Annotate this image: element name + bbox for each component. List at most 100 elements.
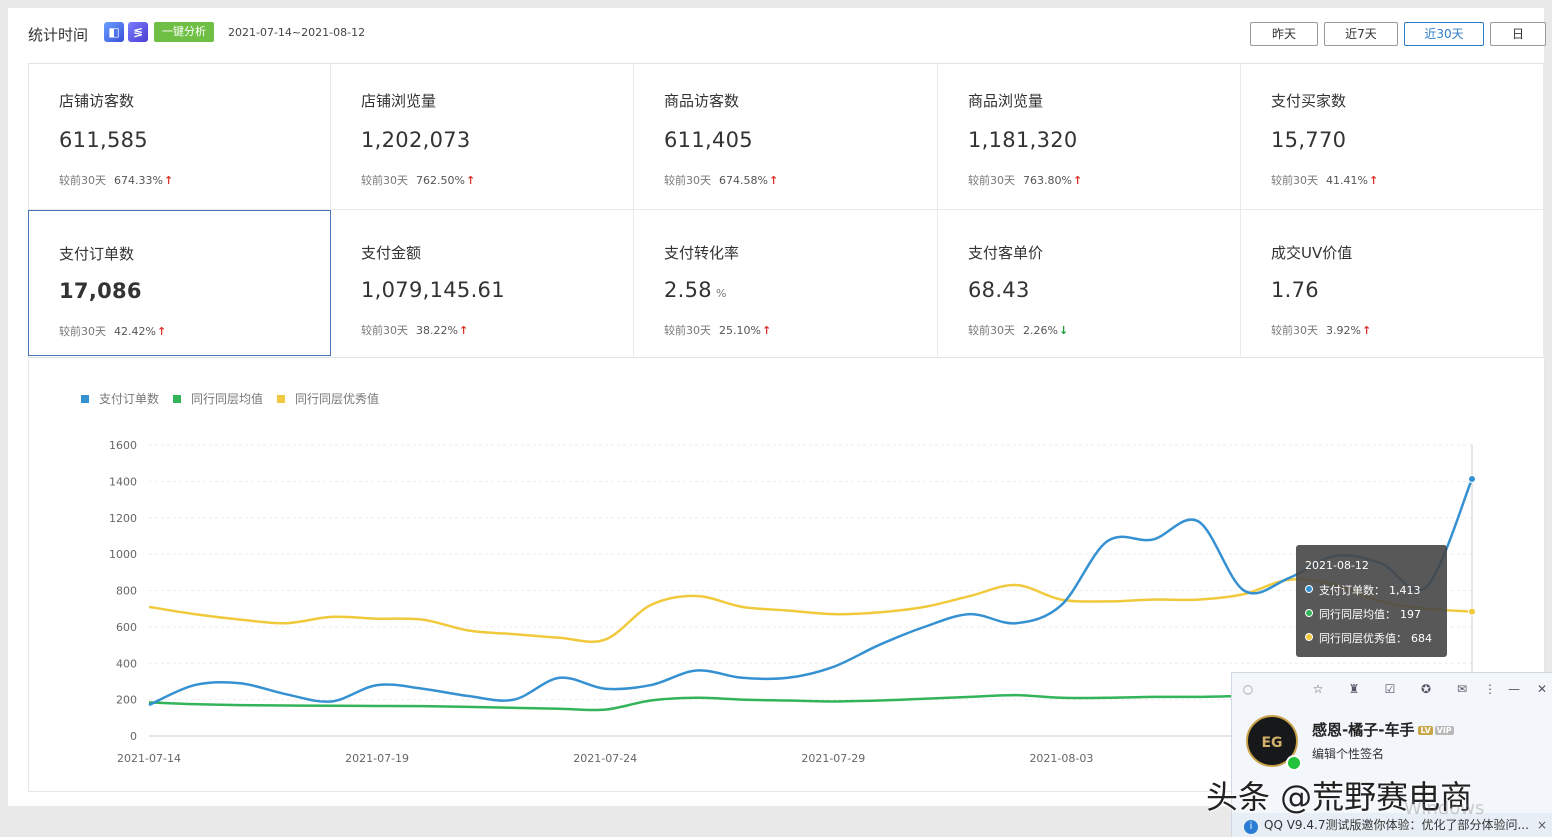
legend-item[interactable]: 同行同层优秀值: [277, 390, 379, 407]
metric-compare: 较前30天 41.41%↑: [1271, 174, 1379, 187]
online-status-icon: [1286, 755, 1302, 771]
arrow-up-icon: ↑: [1072, 174, 1083, 187]
metric-card[interactable]: 支付转化率 2.58% 较前30天 25.10%↑: [634, 210, 938, 356]
chart-tooltip: 2021-08-12 支付订单数： 1,413 同行同层均值： 197 同行同层优秀值：…: [1296, 545, 1447, 657]
notice-close-icon[interactable]: ×: [1536, 818, 1547, 832]
metric-value: 611,405: [664, 128, 753, 152]
metric-card[interactable]: 商品访客数 611,405 较前30天 674.58%↑: [634, 64, 938, 210]
one-click-analyze-button[interactable]: 一键分析: [154, 22, 214, 42]
tooltip-row: 同行同层优秀值： 684: [1305, 630, 1432, 646]
metric-card[interactable]: 支付金额 1,079,145.61 较前30天 38.22%↑: [331, 210, 634, 356]
arrow-up-icon: ↑: [156, 325, 167, 338]
metric-value: 1,079,145.61: [361, 278, 505, 302]
minimize-icon[interactable]: —: [1508, 682, 1520, 696]
metric-label: 支付订单数: [59, 245, 135, 263]
weather-icon[interactable]: ○: [1242, 682, 1254, 696]
metric-compare: 较前30天 25.10%↑: [664, 324, 772, 337]
chart-area: 支付订单数 同行同层均值 同行同层优秀值: [28, 356, 1545, 792]
range-button[interactable]: 日: [1490, 22, 1546, 46]
y-tick-label: 1200: [109, 512, 137, 525]
metric-card[interactable]: 成交UV价值 1.76 较前30天 3.92%↑: [1241, 210, 1544, 356]
shirt-icon[interactable]: ♜: [1348, 682, 1360, 696]
y-tick-label: 800: [116, 585, 137, 598]
legend-item[interactable]: 支付订单数: [81, 390, 159, 407]
x-tick-label: 2021-07-24: [573, 752, 637, 765]
metric-compare: 较前30天 2.26%↓: [968, 324, 1069, 337]
range-button[interactable]: 近7天: [1324, 22, 1398, 46]
vip-badge-icon: VIP: [1434, 726, 1454, 735]
x-tick-label: 2021-07-29: [801, 752, 865, 765]
metric-label: 商品访客数: [664, 92, 740, 110]
tooltip-row: 同行同层均值： 197: [1305, 606, 1421, 622]
tooltip-marker-icon: [1305, 633, 1313, 641]
more-icon[interactable]: ⋮: [1484, 682, 1496, 696]
x-tick-label: 2021-08-03: [1029, 752, 1093, 765]
arrow-up-icon: ↑: [458, 324, 469, 337]
range-button[interactable]: 昨天: [1250, 22, 1318, 46]
metric-label: 支付转化率: [664, 244, 740, 262]
series-line: [148, 478, 1474, 707]
stats-panel: 统计时间 ◧ ≶ 一键分析 2021-07-14~2021-08-12 昨天 近7…: [8, 8, 1546, 806]
qq-nickname[interactable]: 感恩-橘子-车手: [1312, 721, 1415, 739]
metric-value: 2.58%: [664, 278, 727, 302]
date-range: 2021-07-14~2021-08-12: [228, 26, 366, 39]
range-button[interactable]: 近30天: [1404, 22, 1484, 46]
metric-card[interactable]: 商品浏览量 1,181,320 较前30天 763.80%↑: [938, 64, 1241, 210]
arrow-down-icon: ↓: [1058, 324, 1069, 337]
metric-label: 成交UV价值: [1271, 244, 1353, 262]
y-tick-label: 400: [116, 657, 137, 670]
arrow-up-icon: ↑: [761, 324, 772, 337]
y-tick-label: 1400: [109, 475, 137, 488]
star-icon[interactable]: ☆: [1312, 682, 1324, 696]
y-tick-label: 1000: [109, 548, 137, 561]
metric-card[interactable]: 店铺浏览量 1,202,073 较前30天 762.50%↑: [331, 64, 634, 210]
metric-compare: 较前30天 3.92%↑: [1271, 324, 1372, 337]
metric-compare: 较前30天 674.58%↑: [664, 174, 779, 187]
chart-legend: 支付订单数 同行同层均值 同行同层优秀值: [81, 390, 393, 407]
y-tick-label: 200: [116, 694, 137, 707]
close-icon[interactable]: ✕: [1536, 682, 1548, 696]
tooltip-row: 支付订单数： 1,413: [1305, 582, 1421, 598]
info-icon: i: [1244, 820, 1258, 834]
metric-value: 611,585: [59, 128, 148, 152]
legend-item[interactable]: 同行同层均值: [173, 390, 263, 407]
metrics-grid: 店铺访客数 611,585 较前30天 674.33%↑ 店铺浏览量 1,202,073 较…: [28, 63, 1544, 358]
qq-mini-panel: ○ ☆ ♜ ☑ ✪ ✉ ⋮ — ✕ EG 感恩-橘子-车手 LV VIP 编辑个性签…: [1231, 672, 1552, 837]
metric-compare: 较前30天 42.42%↑: [59, 325, 167, 338]
check-icon[interactable]: ☑: [1384, 682, 1396, 696]
metric-card[interactable]: 店铺访客数 611,585 较前30天 674.33%↑: [29, 64, 331, 210]
series-point[interactable]: [1468, 607, 1476, 616]
y-tick-label: 0: [130, 730, 137, 743]
metric-card[interactable]: 支付订单数 17,086 较前30天 42.42%↑: [28, 210, 331, 356]
metric-compare: 较前30天 763.80%↑: [968, 174, 1083, 187]
metric-compare: 较前30天 38.22%↑: [361, 324, 469, 337]
level-badge-icon: LV: [1418, 726, 1433, 735]
metric-value: 17,086: [59, 279, 142, 303]
metric-value: 1.76: [1271, 278, 1319, 302]
report-icon[interactable]: ◧: [104, 22, 124, 42]
windows-activation-watermark: Windows: [1404, 798, 1485, 819]
metric-label: 支付金额: [361, 244, 422, 262]
mail-icon[interactable]: ✉: [1456, 682, 1468, 696]
qq-signature[interactable]: 编辑个性签名: [1312, 747, 1385, 761]
legend-swatch-icon: [81, 394, 89, 403]
metric-card[interactable]: 支付客单价 68.43 较前30天 2.26%↓: [938, 210, 1241, 356]
tooltip-marker-icon: [1305, 609, 1313, 617]
metric-card[interactable]: 支付买家数 15,770 较前30天 41.41%↑: [1241, 64, 1544, 210]
series-point[interactable]: [1468, 475, 1476, 484]
metric-label: 支付客单价: [968, 244, 1044, 262]
medal-icon[interactable]: ✪: [1420, 682, 1432, 696]
compare-icon[interactable]: ≶: [128, 22, 148, 42]
legend-swatch-icon: [277, 394, 286, 403]
qq-toolbar: ○ ☆ ♜ ☑ ✪ ✉ ⋮ — ✕: [1232, 673, 1552, 707]
series-line: [148, 577, 1473, 644]
metric-label: 店铺浏览量: [361, 92, 437, 110]
qq-notice-text: QQ V9.4.7测试版邀你体验：优化了部分体验问...: [1264, 818, 1529, 832]
x-tick-label: 2021-07-19: [345, 752, 409, 765]
qq-update-notice[interactable]: i QQ V9.4.7测试版邀你体验：优化了部分体验问... ×: [1232, 813, 1552, 837]
metric-label: 支付买家数: [1271, 92, 1347, 110]
metric-label: 商品浏览量: [968, 92, 1044, 110]
x-tick-label: 2021-07-14: [117, 752, 181, 765]
metric-value: 1,181,320: [968, 128, 1078, 152]
